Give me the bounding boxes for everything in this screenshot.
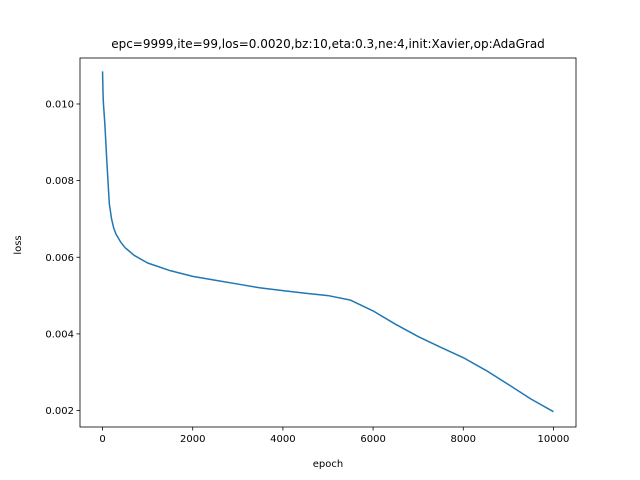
y-axis-ticks: 0.002 0.004 0.006 0.008 0.010 (45, 99, 80, 417)
y-tick-label: 0.002 (45, 406, 74, 417)
x-tick-label: 6000 (360, 434, 385, 445)
x-tick-label: 10000 (538, 434, 570, 445)
y-tick-label: 0.008 (45, 176, 74, 187)
y-tick-label: 0.006 (45, 253, 74, 264)
plot-frame (79, 57, 577, 428)
y-axis-label: loss (13, 235, 24, 254)
y-tick-label: 0.004 (45, 329, 74, 340)
y-tick-label: 0.010 (45, 99, 74, 110)
chart-title: epc=9999,ite=99,los=0.0020,bz:10,eta:0.3… (111, 37, 545, 51)
x-tick-label: 8000 (451, 434, 476, 445)
x-tick-label: 2000 (180, 434, 205, 445)
x-axis-label: epoch (313, 459, 343, 470)
x-tick-label: 0 (99, 434, 105, 445)
loss-series-line-0 (101, 71, 554, 413)
x-axis-ticks: 0 2000 4000 6000 8000 10000 (99, 427, 569, 445)
plot-area (79, 57, 577, 428)
x-tick-label: 4000 (270, 434, 295, 445)
